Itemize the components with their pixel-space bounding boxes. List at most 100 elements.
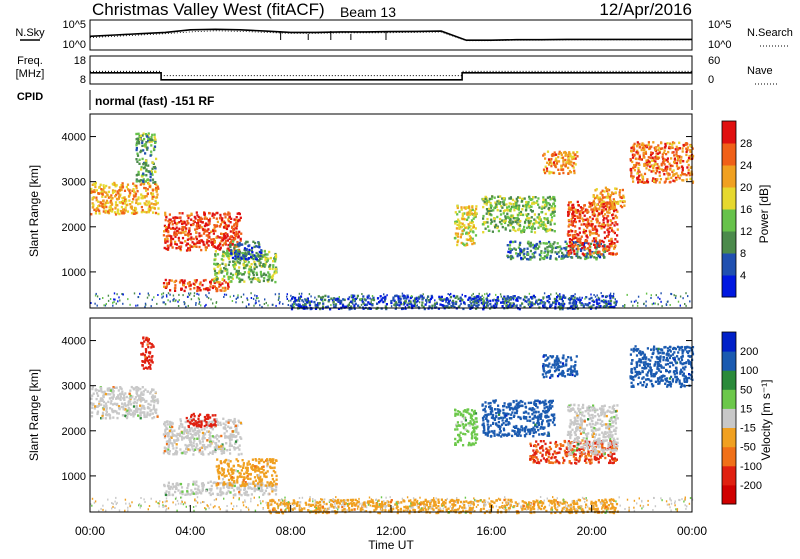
echo-cell [151,134,153,136]
echo-cell [352,294,353,296]
echo-cell [602,190,604,192]
echo-cell [556,302,557,304]
echo-cell [117,300,118,302]
echo-cell [138,141,140,143]
colorbar-tick: 12 [740,226,752,238]
echo-cell [169,213,171,215]
echo-cell [103,184,105,186]
echo-cell [223,290,225,292]
echo-cell [483,297,484,299]
echo-cell [98,193,100,195]
echo-cell [199,224,201,226]
echo-cell [204,218,206,220]
echo-cell [234,421,236,423]
echo-cell [457,224,459,226]
echo-cell [368,295,370,297]
echo-cell [526,217,528,219]
echo-cell [571,239,573,241]
echo-cell [147,407,149,409]
echo-cell [635,300,636,302]
echo-cell [141,142,143,144]
echo-cell [579,239,581,241]
colorbar-swatch [722,165,736,188]
echo-cell [588,242,590,244]
echo-cell [201,428,203,430]
echo-cell [560,169,562,171]
echo-cell [195,302,196,304]
echo-cell [519,252,521,254]
echo-cell [554,165,556,167]
echo-cell [123,399,125,401]
echo-cell [301,293,302,295]
echo-cell [186,417,188,419]
echo-cell [156,303,157,305]
echo-cell [665,180,667,182]
echo-cell [499,218,501,220]
echo-cell [122,303,123,305]
echo-cell [576,155,578,157]
echo-cell [543,217,545,219]
echo-cell [474,301,475,303]
echo-cell [298,303,299,305]
echo-cell [233,218,235,220]
echo-cell [223,233,225,235]
noise-right-tick: 10^0 [708,39,732,51]
echo-cell [532,253,534,255]
echo-cell [612,230,614,232]
echo-cell [580,250,582,252]
echo-cell [569,245,571,247]
echo-cell [244,255,246,257]
echo-cell [306,299,307,301]
echo-cell [125,405,127,407]
echo-cell [152,344,154,346]
echo-cell [615,191,617,193]
echo-cell [169,294,170,296]
echo-cell [610,300,612,302]
echo-cell [610,220,612,222]
echo-cell [441,304,443,306]
echo-cell [152,394,154,396]
echo-cell [119,195,121,197]
echo-cell [219,422,221,424]
echo-cell [593,256,595,258]
echo-cell [168,438,170,440]
echo-cell [682,169,684,171]
echo-cell [230,252,232,254]
echo-cell [147,138,149,140]
echo-cell [482,223,484,225]
echo-cell [172,227,174,229]
echo-cell [467,239,469,241]
echo-cell [215,263,217,265]
echo-cell [124,190,126,192]
echo-cell [268,274,270,276]
echo-cell [198,420,200,422]
echo-cell [487,301,488,303]
echo-cell [568,219,570,221]
echo-cell [261,275,263,277]
colorbar-tick: 20 [740,182,752,194]
echo-cell [167,432,169,434]
echo-cell [505,305,507,307]
echo-cell [504,215,506,217]
echo-cell [275,256,277,258]
echo-cell [423,297,425,299]
echo-cell [556,162,558,164]
echo-cell [484,221,486,223]
echo-cell [547,197,549,199]
echo-cell [137,202,139,204]
echo-cell [259,304,260,306]
echo-cell [97,305,98,307]
echo-cell [214,270,216,272]
echo-cell [119,393,121,395]
echo-cell [141,145,143,147]
echo-cell [222,448,224,450]
echo-cell [211,421,213,423]
echo-cell [596,298,597,300]
echo-cell [231,276,233,278]
echo-cell [471,219,473,221]
echo-cell [265,274,267,276]
echo-cell [448,303,450,305]
echo-cell [529,293,530,295]
echo-cell [508,217,510,219]
echo-cell [494,197,496,199]
